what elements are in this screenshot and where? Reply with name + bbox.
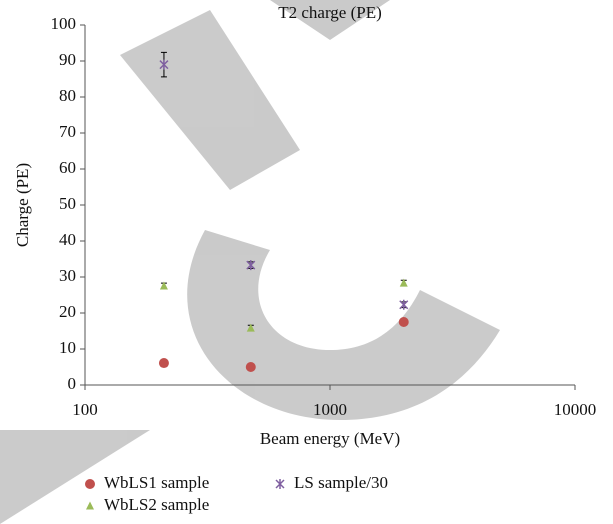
legend-marker [86, 501, 94, 510]
y-tick-label: 100 [51, 14, 77, 33]
marker [246, 260, 256, 271]
y-tick-label: 50 [59, 194, 76, 213]
y-tick-label: 60 [59, 158, 76, 177]
marker [246, 323, 255, 332]
x-tick-label: 1000 [313, 400, 347, 419]
legend-label: WbLS2 sample [104, 495, 209, 514]
marker [159, 59, 169, 70]
y-axis-label: Charge (PE) [13, 163, 32, 247]
legend-marker [275, 479, 285, 489]
x-tick-label: 100 [72, 400, 98, 419]
x-axis-label: Beam energy (MeV) [260, 429, 400, 448]
watermark-shape [0, 430, 150, 524]
marker [399, 278, 408, 287]
legend-label: WbLS1 sample [104, 473, 209, 492]
y-tick-label: 30 [59, 266, 76, 285]
marker [159, 281, 168, 290]
watermark [0, 0, 500, 524]
marker [398, 317, 409, 327]
y-tick-label: 10 [59, 338, 76, 357]
watermark-shape [270, 0, 390, 40]
chart-title: T2 charge (PE) [278, 3, 382, 22]
watermark-shape [187, 230, 500, 420]
legend-marker [85, 479, 95, 489]
y-tick-label: 90 [59, 50, 76, 69]
marker [158, 358, 169, 369]
y-tick-label: 0 [68, 374, 77, 393]
y-tick-label: 40 [59, 230, 76, 249]
x-tick-label: 10000 [554, 400, 597, 419]
legend-label: LS sample/30 [294, 473, 388, 492]
y-tick-label: 80 [59, 86, 76, 105]
y-tick-label: 70 [59, 122, 76, 141]
marker [245, 362, 256, 372]
watermark-shape [120, 10, 300, 190]
marker [399, 299, 409, 310]
y-tick-label: 20 [59, 302, 76, 321]
